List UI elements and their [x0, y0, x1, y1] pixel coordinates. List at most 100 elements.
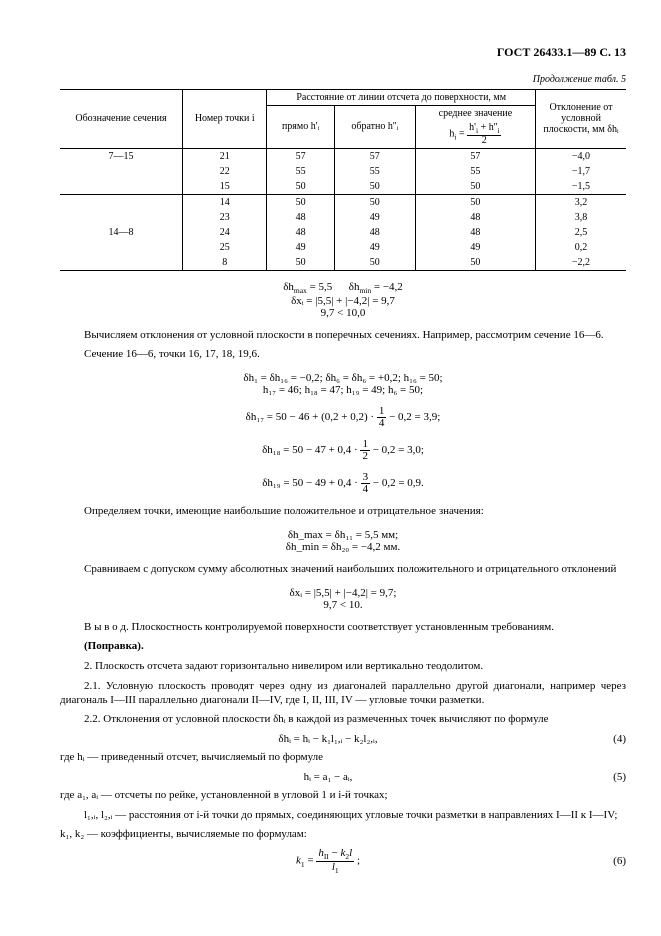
math-line: δh_max = δh₁₁ = 5,5 мм;: [60, 529, 626, 541]
cell: [60, 164, 182, 179]
para: 2. Плоскость отсчета задают горизонтальн…: [60, 660, 626, 674]
math-block-6: δh_max = δh₁₁ = 5,5 мм; δh_min = δh₂₀ = …: [60, 529, 626, 553]
equation-6: k1 = hII − k2ll1 ; (6): [60, 848, 626, 874]
math-block-7: δxᵢ = |5,5| + |−4,2| = 9,7; 9,7 < 10.: [60, 587, 626, 611]
cell: 49: [334, 210, 415, 225]
cell: −2,2: [536, 255, 627, 271]
cell: 3,8: [536, 210, 627, 225]
cell: 24: [182, 225, 266, 240]
cell: 50: [415, 179, 535, 195]
cell: 8: [182, 255, 266, 271]
para: Сравниваем с допуском сумму абсолютных з…: [60, 563, 626, 577]
eq-number: (6): [596, 855, 626, 867]
para: Сечение 16—6, точки 16, 17, 18, 19,6.: [60, 348, 626, 362]
math-seg: δh₁₇ = 50 − 46 + (0,2 + 0,2) ·: [246, 411, 377, 423]
math-block-4: δh₁₈ = 50 − 47 + 0,4 · 12 − 0,2 = 3,0;: [60, 439, 626, 462]
cell: 50: [334, 255, 415, 271]
math-seg: − 0,2 = 3,0;: [370, 444, 424, 456]
cell: 55: [267, 164, 334, 179]
math-line: h₁₇ = 46; h₁₈ = 47; h₁₉ = 49; h₆ = 50;: [60, 384, 626, 396]
cell: 0,2: [536, 240, 627, 255]
cell: 14: [182, 194, 266, 210]
eq-number: (5): [596, 771, 626, 783]
table-caption: Продолжение табл. 5: [60, 74, 626, 85]
col-h3a: прямо h'ᵢ: [267, 106, 334, 149]
para: Определяем точки, имеющие наибольшие пол…: [60, 505, 626, 519]
cell: 50: [267, 255, 334, 271]
cell: 25: [182, 240, 266, 255]
cell: [60, 194, 182, 210]
col-h4: Отклонение от условной плоскости, мм δhᵢ: [536, 90, 627, 149]
para: В ы в о д. Плоскостность контролируемой …: [60, 621, 626, 635]
cell: 50: [267, 179, 334, 195]
eq-body: hᵢ = a₁ − aᵢ,: [60, 771, 596, 783]
equation-4: δhᵢ = hᵢ − k₁l₁,ᵢ − k₂l₂,ᵢ, (4): [60, 733, 626, 745]
cell: 57: [267, 148, 334, 164]
math-block-5: δh₁₉ = 50 − 49 + 0,4 · 34 − 0,2 = 0,9.: [60, 472, 626, 495]
cell: 3,2: [536, 194, 627, 210]
cell: 48: [334, 225, 415, 240]
cell: 50: [267, 194, 334, 210]
cell: 48: [267, 210, 334, 225]
math-line: δhmax = 5,5 δhmin = −4,2: [60, 281, 626, 295]
cell: 48: [267, 225, 334, 240]
math-line: 9,7 < 10,0: [60, 307, 626, 319]
cell: 49: [334, 240, 415, 255]
para: (Поправка).: [60, 640, 626, 654]
col-h3c-top: среднее значение: [415, 106, 535, 122]
col-h2: Номер точки i: [182, 90, 266, 149]
cell: 50: [334, 179, 415, 195]
math-line: δxᵢ = |5,5| + |−4,2| = 9,7: [60, 295, 626, 307]
cell: −1,7: [536, 164, 627, 179]
equation-5: hᵢ = a₁ − aᵢ, (5): [60, 771, 626, 783]
cell: 55: [415, 164, 535, 179]
col-h1: Обозначение сечения: [60, 90, 182, 149]
math-line: δh_min = δh₂₀ = −4,2 мм.: [60, 541, 626, 553]
cell: [60, 179, 182, 195]
cell: 14—8: [60, 225, 182, 240]
cell: 55: [334, 164, 415, 179]
cell: 21: [182, 148, 266, 164]
page-header: ГОСТ 26433.1—89 С. 13: [60, 45, 626, 60]
cell: 7—15: [60, 148, 182, 164]
math-seg: δh₁₉ = 50 − 49 + 0,4 ·: [262, 477, 360, 489]
cell: 15: [182, 179, 266, 195]
para: Вычисляем отклонения от условной плоскос…: [60, 329, 626, 343]
data-table: Обозначение сечения Номер точки i Рассто…: [60, 89, 626, 271]
cell: 22: [182, 164, 266, 179]
math-line: 9,7 < 10.: [60, 599, 626, 611]
cell: 50: [415, 255, 535, 271]
cell: 57: [415, 148, 535, 164]
para: k₁, k₂ — коэффициенты, вычисляемые по фо…: [60, 828, 626, 842]
col-h3b: обратно h''ᵢ: [334, 106, 415, 149]
eq-number: (4): [596, 733, 626, 745]
cell: 2,5: [536, 225, 627, 240]
para: 2.1. Условную плоскость проводят через о…: [60, 680, 626, 708]
math-seg: − 0,2 = 0,9.: [370, 477, 424, 489]
col-h3: Расстояние от линии отсчета до поверхнос…: [267, 90, 536, 106]
para: где a₁, aᵢ — отсчеты по рейке, установле…: [60, 789, 626, 803]
math-block-3: δh₁₇ = 50 − 46 + (0,2 + 0,2) · 14 − 0,2 …: [60, 406, 626, 429]
para: l₁,ᵢ, l₂,ᵢ — расстояния от i-й точки до …: [60, 809, 626, 823]
cell: 50: [334, 194, 415, 210]
cell: [60, 210, 182, 225]
col-h3c-frac: hi = h'i + h''i2: [415, 121, 535, 148]
cell: −1,5: [536, 179, 627, 195]
cell: 49: [415, 240, 535, 255]
cell: −4,0: [536, 148, 627, 164]
eq-body: δhᵢ = hᵢ − k₁l₁,ᵢ − k₂l₂,ᵢ,: [60, 733, 596, 745]
cell: 23: [182, 210, 266, 225]
cell: 57: [334, 148, 415, 164]
math-block-2: δh₁ = δh₁₆ = −0,2; δh₆ = δh₆ = +0,2; h₁₆…: [60, 372, 626, 396]
eq-body: k1 = hII − k2ll1 ;: [60, 848, 596, 874]
math-seg: − 0,2 = 3,9;: [386, 411, 440, 423]
para: 2.2. Отклонения от условной плоскости δh…: [60, 713, 626, 727]
cell: 50: [415, 194, 535, 210]
math-line: δxᵢ = |5,5| + |−4,2| = 9,7;: [60, 587, 626, 599]
cell: [60, 255, 182, 271]
math-block-1: δhmax = 5,5 δhmin = −4,2 δxᵢ = |5,5| + |…: [60, 281, 626, 319]
cell: 48: [415, 210, 535, 225]
cell: 49: [267, 240, 334, 255]
math-line: δh₁ = δh₁₆ = −0,2; δh₆ = δh₆ = +0,2; h₁₆…: [60, 372, 626, 384]
cell: [60, 240, 182, 255]
